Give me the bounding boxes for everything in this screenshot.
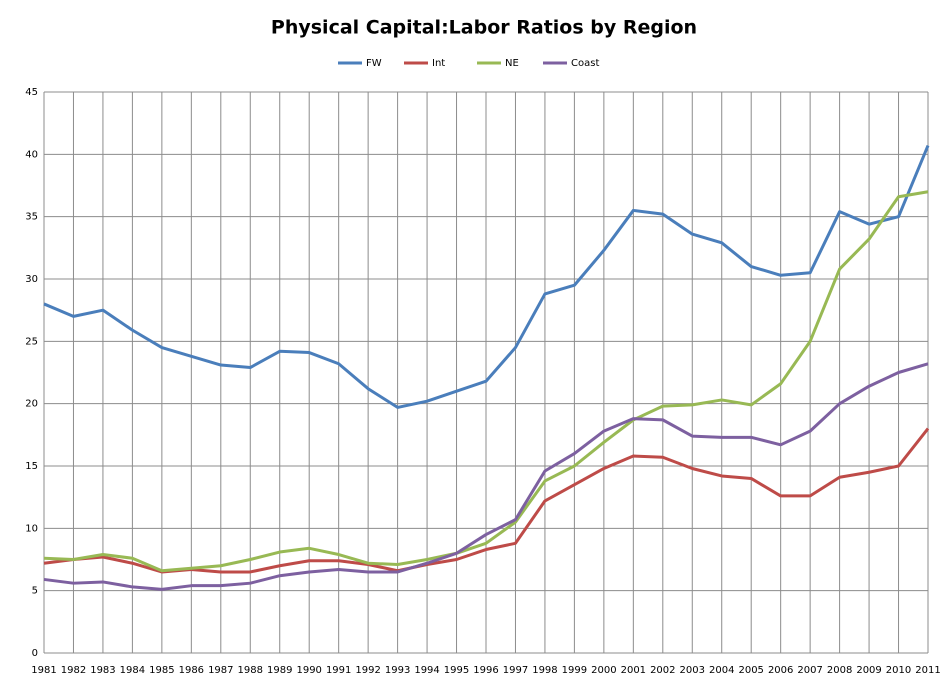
- x-tick-label: 2002: [650, 665, 675, 676]
- x-tick-label: 2000: [591, 665, 616, 676]
- x-tick-label: 1987: [208, 665, 233, 676]
- x-tick-label: 1995: [444, 665, 469, 676]
- x-tick-label: 2004: [709, 665, 734, 676]
- y-tick-label: 0: [32, 648, 38, 659]
- y-tick-label: 10: [25, 523, 38, 534]
- x-tick-label: 1999: [562, 665, 587, 676]
- x-tick-label: 1986: [179, 665, 204, 676]
- x-tick-label: 1982: [61, 665, 86, 676]
- chart-title: Physical Capital:Labor Ratios by Region: [271, 17, 697, 39]
- x-tick-label: 1992: [355, 665, 380, 676]
- y-tick-label: 5: [32, 586, 38, 597]
- x-tick-label: 1985: [149, 665, 174, 676]
- x-tick-label: 1996: [473, 665, 498, 676]
- x-tick-label: 1990: [296, 665, 321, 676]
- legend-label: FW: [366, 58, 382, 69]
- x-tick-label: 2011: [915, 665, 940, 676]
- x-tick-label: 1998: [532, 665, 557, 676]
- legend-label: NE: [505, 58, 519, 69]
- y-tick-label: 45: [25, 87, 38, 98]
- y-tick-label: 20: [25, 399, 38, 410]
- series-line: [43, 362, 929, 591]
- x-tick-label: 1981: [31, 665, 56, 676]
- x-tick-label: 1988: [238, 665, 263, 676]
- x-tick-label: 2008: [827, 665, 852, 676]
- x-tick-label: 2005: [738, 665, 763, 676]
- x-tick-label: 1984: [120, 665, 145, 676]
- legend-label: Int: [432, 58, 445, 69]
- x-tick-label: 1997: [503, 665, 528, 676]
- x-tick-label: 1993: [385, 665, 410, 676]
- y-tick-label: 25: [25, 336, 38, 347]
- x-tick-label: 2006: [768, 665, 793, 676]
- x-tick-label: 2007: [797, 665, 822, 676]
- x-tick-label: 1983: [90, 665, 115, 676]
- x-tick-label: 2010: [886, 665, 911, 676]
- x-tick-label: 2001: [621, 665, 646, 676]
- y-tick-label: 30: [25, 274, 38, 285]
- y-tick-label: 35: [25, 212, 38, 223]
- y-tick-label: 40: [25, 149, 38, 160]
- x-tick-label: 2009: [856, 665, 881, 676]
- x-tick-label: 1989: [267, 665, 292, 676]
- legend-label: Coast: [571, 58, 599, 69]
- y-tick-label: 15: [25, 461, 38, 472]
- x-tick-label: 1991: [326, 665, 351, 676]
- legend: FW Int NE Coast: [338, 58, 599, 69]
- series-line: [43, 145, 930, 409]
- series-line: [43, 190, 929, 573]
- x-tick-label: 1994: [414, 665, 439, 676]
- x-tick-label: 2003: [680, 665, 705, 676]
